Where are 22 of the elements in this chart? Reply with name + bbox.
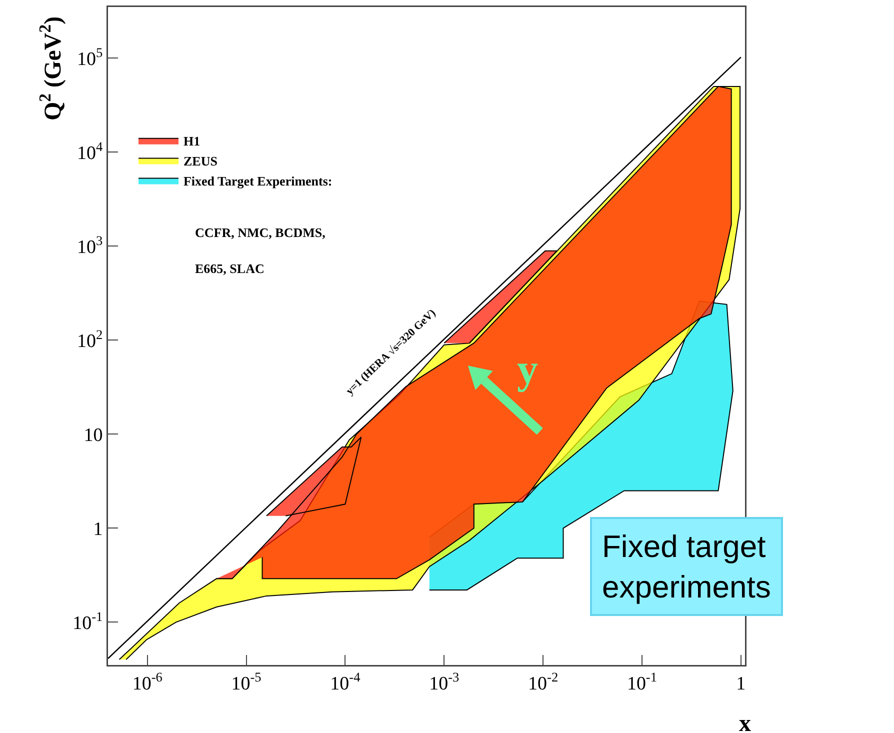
annotation: E665, SLAC (195, 261, 264, 276)
x-tick-label: 10$^{-3}$ (429, 669, 460, 694)
y-tick-label: 10$^{2}$ (77, 326, 103, 352)
x-tick-label: 10$^{-4}$ (330, 669, 361, 694)
annotation: y (517, 347, 538, 393)
x-tick-label: 10$^{-2}$ (528, 669, 558, 694)
legend-label: Fixed Target Experiments: (183, 173, 332, 188)
x-tick-label: 10$^{-5}$ (231, 669, 262, 694)
y-tick-label: 10$^{5}$ (77, 44, 104, 70)
y-tick-label: 10 (84, 424, 103, 446)
y-tick-label: 10$^{4}$ (77, 138, 104, 164)
annotation: Fixed target experiments (602, 529, 771, 604)
x-axis-title: x (739, 711, 751, 733)
legend-label: ZEUS (183, 153, 218, 168)
x-tick-label: 1 (736, 673, 746, 694)
legend-label: H1 (183, 133, 200, 148)
annotation: CCFR, NMC, BCDMS, (195, 225, 326, 240)
x-tick-label: 10$^{-1}$ (626, 669, 658, 694)
x-tick-label: 10$^{-6}$ (132, 669, 163, 694)
y-tick-label: 10$^{3}$ (77, 232, 104, 258)
y-tick-label: 10$^{-1}$ (72, 608, 103, 634)
y-tick-label: 1 (93, 518, 103, 540)
